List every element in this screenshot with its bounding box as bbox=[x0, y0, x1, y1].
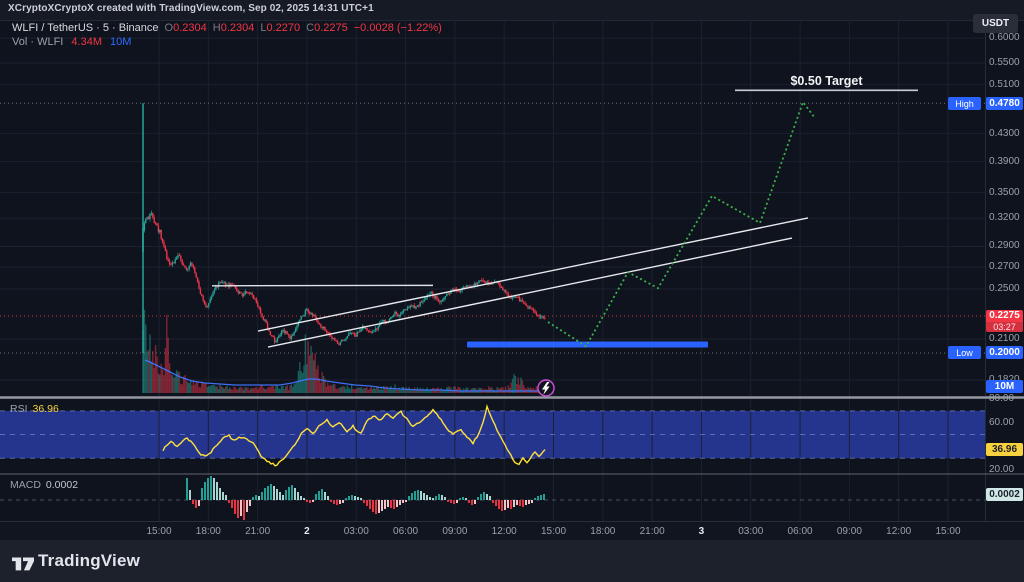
price-projection-path bbox=[547, 100, 815, 348]
price-axis[interactable] bbox=[985, 20, 1024, 521]
channel-upper-line bbox=[257, 217, 809, 332]
channel-lower-line bbox=[267, 237, 793, 348]
tradingview-logo-icon[interactable] bbox=[10, 552, 36, 574]
tradingview-logo-text[interactable]: TradingView bbox=[38, 551, 141, 570]
rsi-line bbox=[162, 403, 546, 467]
volume-ma-line bbox=[144, 359, 545, 392]
footer-bar bbox=[0, 540, 1024, 582]
currency-button[interactable]: USDT bbox=[973, 14, 1018, 33]
support-zone-bar bbox=[467, 341, 708, 348]
watermark-strip bbox=[0, 0, 1024, 21]
